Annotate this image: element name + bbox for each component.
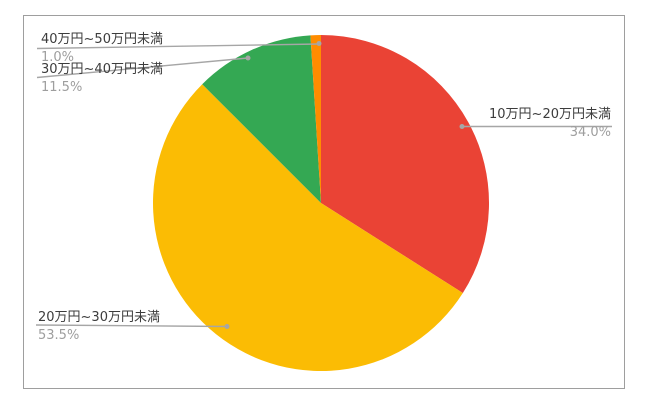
- plot-area-border: [23, 15, 625, 389]
- pie-slice-3[interactable]: [310, 35, 321, 203]
- pie-slices: [152, 35, 490, 372]
- anchor-dot-10man: [459, 124, 465, 129]
- slice-label: 30万円~40万円未満: [41, 62, 163, 77]
- pie-slice-2[interactable]: [202, 35, 321, 203]
- slice-label: 40万円~50万円未満: [41, 32, 163, 47]
- leader-line-30man: [36, 57, 249, 79]
- pie-slice-0[interactable]: [321, 35, 490, 294]
- slice-percent: 34.0%: [569, 125, 611, 140]
- anchor-dot-30man: [245, 55, 251, 61]
- anchor-dot-20man: [224, 324, 230, 329]
- callout-label-20man: 20万円~30万円未満 53.5%: [38, 309, 160, 342]
- slice-percent: 1.0%: [41, 50, 75, 65]
- leader-line-20man: [35, 324, 228, 328]
- anchor-dot-40man: [316, 41, 322, 46]
- slice-percent: 53.5%: [38, 328, 80, 343]
- pie-slice-1[interactable]: [152, 84, 463, 372]
- slice-label: 20万円~30万円未満: [38, 310, 160, 325]
- callout-lines: [35, 41, 612, 329]
- callout-label-40man: 40万円~50万円未満 1.0%: [41, 31, 163, 64]
- slice-label: 10万円~20万円未満: [489, 107, 611, 122]
- leader-line-40man: [36, 43, 320, 50]
- callout-label-30man: 30万円~40万円未満 11.5%: [41, 61, 163, 94]
- slice-percent: 11.5%: [41, 80, 83, 95]
- callout-label-10man: 10万円~20万円未満 34.0%: [489, 106, 611, 139]
